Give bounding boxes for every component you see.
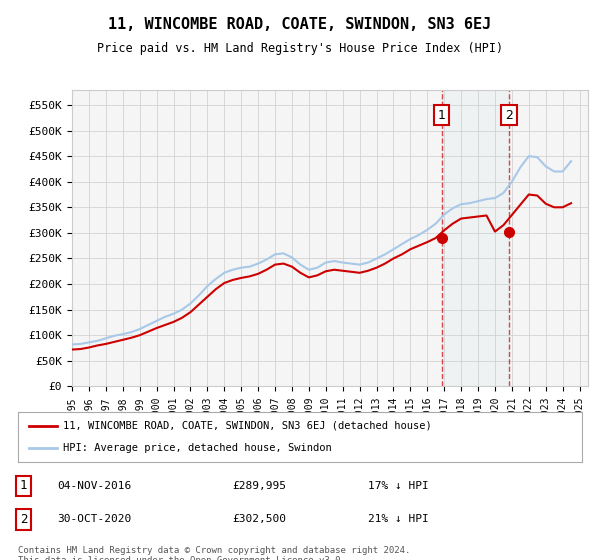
Text: 21% ↓ HPI: 21% ↓ HPI [368, 515, 428, 524]
Text: 11, WINCOMBE ROAD, COATE, SWINDON, SN3 6EJ: 11, WINCOMBE ROAD, COATE, SWINDON, SN3 6… [109, 17, 491, 32]
Text: 1: 1 [438, 109, 446, 122]
Text: Price paid vs. HM Land Registry's House Price Index (HPI): Price paid vs. HM Land Registry's House … [97, 42, 503, 55]
Text: 04-NOV-2016: 04-NOV-2016 [58, 481, 132, 491]
Text: 30-OCT-2020: 30-OCT-2020 [58, 515, 132, 524]
Text: 2: 2 [505, 109, 513, 122]
Text: 17% ↓ HPI: 17% ↓ HPI [368, 481, 428, 491]
Text: 1: 1 [20, 479, 28, 492]
Text: £289,995: £289,995 [232, 481, 286, 491]
Text: 11, WINCOMBE ROAD, COATE, SWINDON, SN3 6EJ (detached house): 11, WINCOMBE ROAD, COATE, SWINDON, SN3 6… [63, 421, 432, 431]
Text: HPI: Average price, detached house, Swindon: HPI: Average price, detached house, Swin… [63, 443, 332, 453]
Bar [442, 90, 509, 386]
Text: 2: 2 [20, 513, 28, 526]
Text: £302,500: £302,500 [232, 515, 286, 524]
Text: Contains HM Land Registry data © Crown copyright and database right 2024.
This d: Contains HM Land Registry data © Crown c… [18, 546, 410, 560]
